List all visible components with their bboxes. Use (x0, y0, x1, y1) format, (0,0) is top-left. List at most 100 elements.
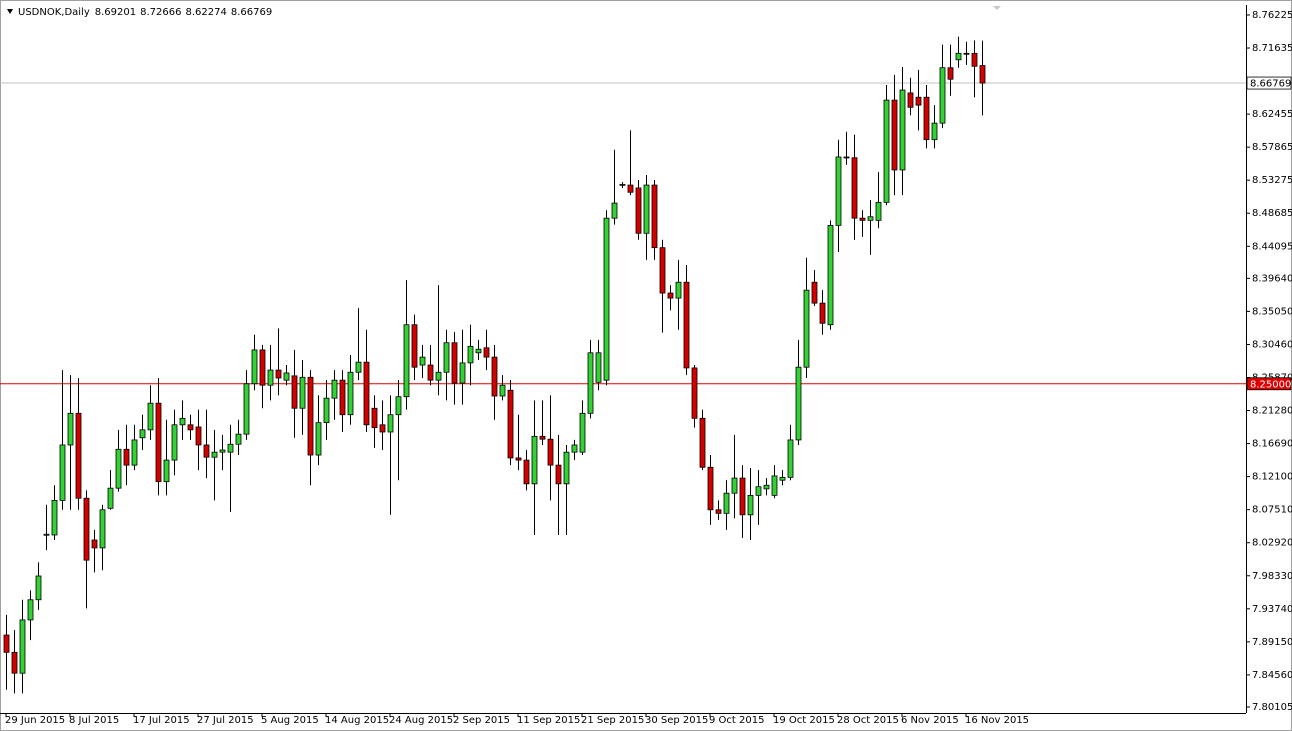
candle-body (483, 347, 490, 358)
x-tick-label: 24 Aug 2015 (389, 715, 453, 726)
lines-layer (0, 82, 1246, 385)
y-tick-label: 7.89150 (1252, 637, 1292, 648)
price-line-label: 8.66769 (1250, 79, 1291, 90)
candle-body (395, 396, 402, 416)
candle-body (435, 371, 442, 381)
candle-body (115, 448, 122, 489)
candle-body (659, 247, 666, 294)
x-tick-label: 8 Jul 2015 (69, 715, 119, 726)
candle-body (843, 156, 850, 159)
candle-body (27, 599, 34, 621)
y-tick-label: 7.98330 (1252, 571, 1292, 582)
candle-body (459, 362, 466, 384)
candle-body (683, 281, 690, 369)
y-tick-label: 8.02920 (1252, 538, 1292, 549)
candle-body (131, 439, 138, 466)
candle-body (307, 376, 314, 456)
candle-body (411, 324, 418, 368)
y-tick-label: 8.35050 (1252, 306, 1292, 317)
x-tick-label: 28 Oct 2015 (837, 715, 899, 726)
candle-body (227, 443, 234, 453)
x-tick-label: 16 Nov 2015 (965, 715, 1029, 726)
candle-body (611, 202, 618, 219)
candle-body (587, 352, 594, 414)
candle-body (243, 383, 250, 435)
y-tick-label: 8.39640 (1252, 273, 1292, 284)
candle-body (67, 412, 74, 446)
y-tick-label: 8.62455 (1252, 109, 1292, 120)
candle-body (35, 575, 42, 601)
candle-body (787, 439, 794, 478)
y-tick-label: 8.12100 (1252, 472, 1292, 483)
candle-body (235, 433, 242, 445)
candle-body (595, 352, 602, 383)
candle-body (755, 486, 762, 496)
symbol-title: USDNOK,Daily (18, 7, 90, 18)
last-high: 8.72666 (140, 7, 181, 18)
y-tick-label: 7.84560 (1252, 670, 1292, 681)
candle-body (291, 375, 298, 409)
candle-body (107, 487, 114, 509)
candle-body (3, 634, 10, 653)
x-tick-label: 14 Aug 2015 (325, 715, 389, 726)
candle-body (723, 492, 730, 514)
shift-marker[interactable] (993, 6, 1001, 10)
candle-body (979, 65, 986, 84)
candle-body (763, 484, 770, 490)
menu-arrow[interactable] (7, 9, 13, 14)
candle-body (195, 426, 202, 446)
candle-body (699, 417, 706, 468)
candles-layer (3, 36, 986, 694)
candle-body (251, 349, 258, 385)
candle-body (803, 289, 810, 368)
candle-body (883, 99, 890, 203)
x-tick-label: 27 Jul 2015 (197, 715, 254, 726)
candle-body (971, 52, 978, 67)
candle-body (747, 494, 754, 516)
candle-body (75, 412, 82, 499)
x-tick-label: 30 Sep 2015 (645, 715, 708, 726)
candle-body (675, 281, 682, 299)
candle-body (19, 619, 26, 674)
candle-body (667, 292, 674, 299)
candle-body (491, 356, 498, 397)
candle-body (179, 417, 186, 426)
x-tick-label: 19 Oct 2015 (773, 715, 835, 726)
candle-body (779, 476, 786, 481)
candle-body (331, 379, 338, 399)
chart-header: USDNOK,Daily 8.69201 8.72666 8.62274 8.66769 (18, 7, 272, 18)
candle-body (403, 324, 410, 398)
candle-body (51, 499, 58, 536)
candle-body (379, 424, 386, 433)
candle-body (635, 187, 642, 234)
candle-body (539, 435, 546, 440)
x-tick-label: 9 Oct 2015 (709, 715, 764, 726)
candle-body (363, 361, 370, 426)
price-line-label-box (1246, 76, 1292, 90)
candle-body (899, 89, 906, 171)
candle-body (11, 651, 18, 674)
candle-body (867, 216, 874, 221)
candle-body (475, 348, 482, 354)
y-tick-label: 7.80105 (1252, 702, 1292, 713)
candle-body (219, 449, 226, 453)
candle-body (283, 372, 290, 381)
candle-body (547, 438, 554, 466)
candle-body (851, 157, 858, 219)
candle-body (155, 402, 162, 483)
candle-body (43, 533, 50, 536)
y-tick-label: 8.21280 (1252, 406, 1292, 417)
candle-body (147, 402, 154, 431)
candle-body (531, 435, 538, 485)
candle-body (371, 407, 378, 429)
last-close: 8.66769 (231, 7, 272, 18)
candle-body (875, 201, 882, 221)
candle-body (171, 424, 178, 461)
candle-body (275, 369, 282, 379)
candle-body (691, 367, 698, 419)
candle-body (299, 376, 306, 409)
last-open: 8.69201 (95, 7, 136, 18)
candle-body (443, 342, 450, 373)
